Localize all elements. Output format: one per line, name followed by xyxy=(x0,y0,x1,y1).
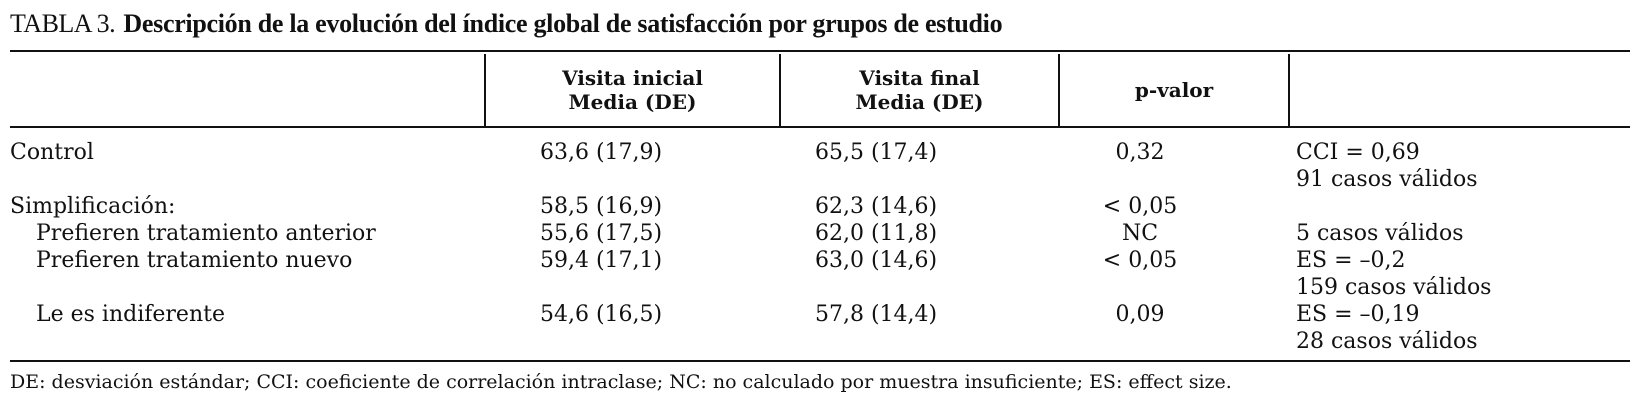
table-caption: TABLA 3. Descripción de la evolución del… xyxy=(10,8,1003,40)
header-visita-inicial: Visita inicial Media (DE) xyxy=(486,66,779,114)
header-divider-2 xyxy=(779,54,781,128)
table-top-rule xyxy=(10,50,1630,52)
row-inicial: 55,6 (17,5) xyxy=(540,221,663,246)
row-final: 62,3 (14,6) xyxy=(815,194,938,219)
header-divider-1 xyxy=(484,54,486,128)
row-note-cases: 159 casos válidos xyxy=(1296,275,1492,300)
header-visita-final-line2: Media (DE) xyxy=(855,90,984,114)
header-visita-final-line1: Visita final xyxy=(859,66,980,90)
header-divider-4 xyxy=(1288,54,1290,128)
row-final: 63,0 (14,6) xyxy=(815,248,938,273)
row-group: Le es indiferente xyxy=(36,302,225,327)
row-p-valor: NC xyxy=(1121,221,1159,246)
row-note-cases: 91 casos válidos xyxy=(1296,167,1478,192)
row-note: CCI = 0,69 xyxy=(1296,140,1420,165)
row-group: Prefieren tratamiento anterior xyxy=(36,221,376,246)
table-header-rule xyxy=(10,126,1630,128)
table-title: Descripción de la evolución del índice g… xyxy=(123,9,1003,38)
row-final: 62,0 (11,8) xyxy=(815,221,938,246)
header-visita-inicial-line2: Media (DE) xyxy=(568,90,697,114)
row-p-valor: 0,32 xyxy=(1115,140,1165,165)
table-footnote: DE: desviación estándar; CCI: coeficient… xyxy=(10,371,1232,393)
table-bottom-rule xyxy=(10,360,1630,362)
row-p-valor: 0,09 xyxy=(1115,302,1165,327)
row-inicial: 58,5 (16,9) xyxy=(540,194,663,219)
row-note-cases: 28 casos válidos xyxy=(1296,329,1478,354)
row-inicial: 54,6 (16,5) xyxy=(540,302,663,327)
row-inicial: 59,4 (17,1) xyxy=(540,248,663,273)
row-note: ES = –0,2 xyxy=(1296,248,1406,273)
row-p-valor: < 0,05 xyxy=(1102,248,1178,273)
header-divider-3 xyxy=(1058,54,1060,128)
row-note: ES = –0,19 xyxy=(1296,302,1420,327)
row-group: Control xyxy=(10,140,94,165)
row-note: 5 casos válidos xyxy=(1296,221,1464,246)
row-final: 65,5 (17,4) xyxy=(815,140,938,165)
header-visita-final: Visita final Media (DE) xyxy=(781,66,1058,114)
table-label: TABLA 3. xyxy=(10,9,116,38)
row-group: Prefieren tratamiento nuevo xyxy=(36,248,353,273)
header-p-valor: p-valor xyxy=(1060,78,1288,102)
row-final: 57,8 (14,4) xyxy=(815,302,938,327)
header-visita-inicial-line1: Visita inicial xyxy=(562,66,703,90)
row-group: Simplificación: xyxy=(10,194,176,219)
header-p-valor-label: p-valor xyxy=(1134,78,1214,102)
row-inicial: 63,6 (17,9) xyxy=(540,140,663,165)
row-p-valor: < 0,05 xyxy=(1102,194,1178,219)
